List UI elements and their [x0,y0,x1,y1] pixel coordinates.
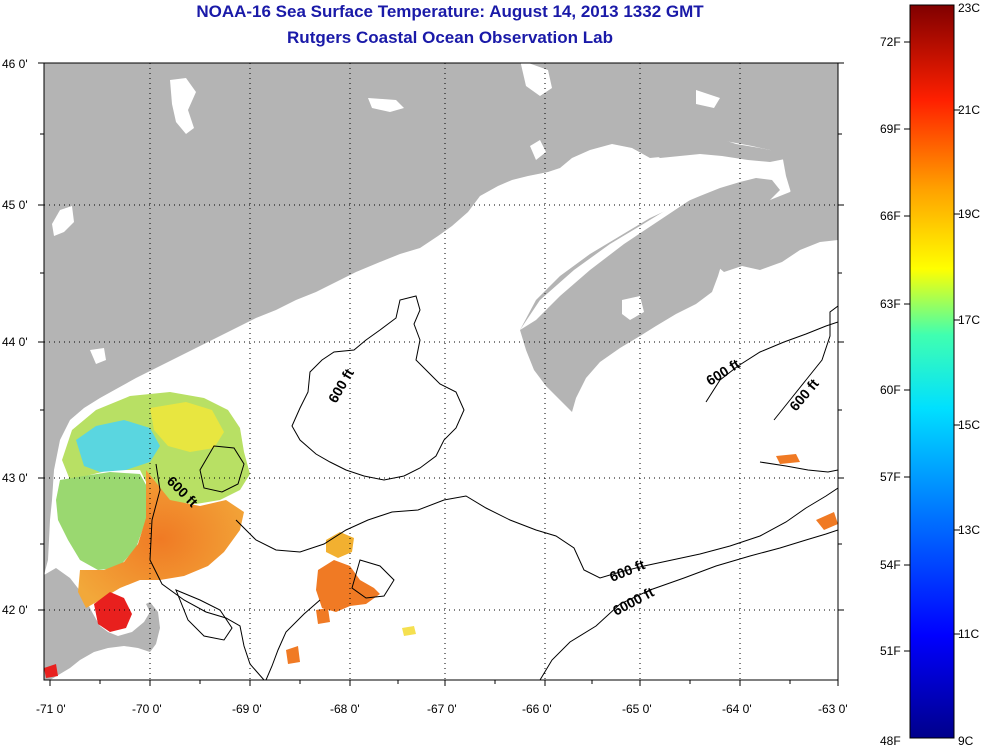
colorbar-c-label: 9C [958,734,974,748]
lat-label: 43 0' [2,471,28,485]
contour-600ft-east2 [759,461,838,473]
contour-6000ft [539,529,838,680]
lon-label: -66 0' [522,702,552,716]
sst-small-patch [44,664,58,678]
cape-cod-land [44,568,160,680]
nova-scotia-land [520,178,780,412]
contour-600ft-gulf [291,295,465,481]
sst-green-patch [56,472,150,570]
colorbar-c-label: 21C [958,103,980,117]
sst-cyan-patch [76,420,160,472]
colorbar-f-label: 66F [880,209,901,223]
lon-label: -69 0' [232,702,262,716]
contour-600ft-inner [199,445,245,493]
colorbar-f-label: 63F [880,297,901,311]
contour-600ft-loop3 [175,589,233,641]
colorbar-f-label: 54F [880,558,901,572]
inland-lake [368,98,404,112]
map-title: NOAA-16 Sea Surface Temperature: August … [196,2,704,21]
lat-label: 42 0' [2,603,28,617]
map-subtitle: Rutgers Coastal Ocean Observation Lab [287,28,613,47]
lon-label: -65 0' [622,702,652,716]
colorbar-c-label: 17C [958,313,980,327]
colorbar-c-label: 19C [958,207,980,221]
bay-of-fundy [520,190,704,330]
pei-land [648,134,790,162]
colorbar-f-label: 69F [880,122,901,136]
inland-lake [530,140,546,160]
inland-lake [52,206,74,236]
mainland-land [44,63,838,575]
sst-small-patch [776,454,800,464]
colorbar-f-label: 57F [880,470,901,484]
colorbar-c-label: 15C [958,418,980,432]
colorbar-ticks [904,41,960,652]
lon-label: -64 0' [722,702,752,716]
contour-600ft-shelf [149,463,265,680]
colorbar-f-label: 51F [880,644,901,658]
contour-600ft-bump [265,599,321,680]
sst-georges-patch [316,560,380,612]
colorbar-c-label: 11C [958,627,979,641]
cape-breton-land [782,88,838,240]
inland-lake [622,296,644,320]
sst-small-patch [286,646,300,664]
colorbar-f-label: 48F [880,734,901,748]
inland-lake [170,78,196,134]
inland-lake [90,348,106,364]
tick-marks [38,62,844,686]
lon-label: -63 0' [818,702,848,716]
sst-small-patch [402,626,416,636]
bathymetry-contours [149,295,838,680]
contour-600ft-georges [235,487,838,579]
lon-label: -68 0' [330,702,360,716]
colorbar-f-label: 60F [880,383,901,397]
lon-label: -70 0' [132,702,162,716]
inland-lake [520,63,552,96]
colorbar [909,4,955,739]
lat-label: 45 0' [2,198,28,212]
contour-600ft-loop2 [351,559,395,599]
plot-frame [43,62,839,681]
sst-small-patch [316,608,330,624]
colorbar-c-label: 13C [958,523,980,537]
colorbar-f-label: 72F [880,35,901,49]
lon-label: -71 0' [36,702,66,716]
lat-label: 46 0' [2,57,28,71]
inland-lake [696,90,720,108]
sst-data-layer [44,392,838,678]
contour-600ft-east-loop [773,305,838,421]
colorbar-c-label: 23C [958,1,980,15]
sst-warm-patch [78,470,244,608]
sst-yellow-patch [150,402,224,452]
sst-hot-patch [94,592,132,632]
contour-600ft-east [705,321,838,403]
lat-label: 44 0' [2,335,28,349]
sst-small-patch [816,512,838,530]
lon-label: -67 0' [427,702,457,716]
